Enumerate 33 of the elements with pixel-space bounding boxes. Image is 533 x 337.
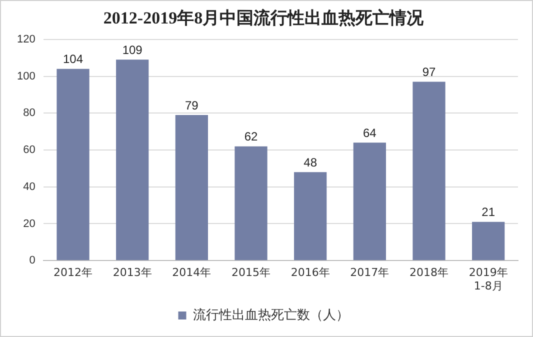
bar bbox=[56, 68, 90, 260]
x-tick-label: 2018年 bbox=[410, 266, 449, 280]
y-tick-label: 100 bbox=[16, 70, 36, 82]
y-tick-label: 120 bbox=[16, 33, 36, 46]
y-tick-label: 40 bbox=[23, 180, 36, 193]
y-tick-label: 0 bbox=[29, 254, 36, 267]
x-tick-label: 2014年 bbox=[172, 266, 212, 280]
bar bbox=[234, 146, 268, 260]
bar bbox=[472, 222, 505, 260]
y-tick-label: 20 bbox=[23, 218, 36, 230]
data-label: 48 bbox=[304, 155, 318, 170]
data-label: 62 bbox=[244, 130, 258, 144]
data-label: 64 bbox=[362, 126, 377, 140]
legend-label: 流行性出血热死亡数（人） bbox=[192, 306, 349, 323]
x-tick-label: 2015年 bbox=[232, 266, 271, 280]
bar bbox=[353, 142, 386, 260]
bar bbox=[116, 60, 149, 260]
x-tick-label: 2019年 1-8月 bbox=[468, 266, 508, 292]
bar bbox=[294, 172, 327, 260]
data-label: 79 bbox=[185, 98, 199, 112]
x-tick-label: 2013年 bbox=[112, 266, 152, 280]
y-tick-label: 80 bbox=[23, 107, 36, 120]
data-label: 109 bbox=[122, 42, 143, 57]
x-tick-label: 2016年 bbox=[290, 266, 330, 280]
data-label: 97 bbox=[422, 65, 436, 80]
data-label: 104 bbox=[63, 52, 84, 66]
chart-title: 2012-2019年8月中国流行性出血热死亡情况 bbox=[103, 8, 425, 28]
bar bbox=[412, 82, 446, 260]
y-tick-label: 60 bbox=[23, 144, 36, 156]
data-label: 21 bbox=[482, 205, 496, 220]
x-tick-label: 2017年 bbox=[350, 266, 390, 280]
bar bbox=[175, 114, 208, 260]
x-tick-label: 2012年 bbox=[54, 266, 93, 280]
